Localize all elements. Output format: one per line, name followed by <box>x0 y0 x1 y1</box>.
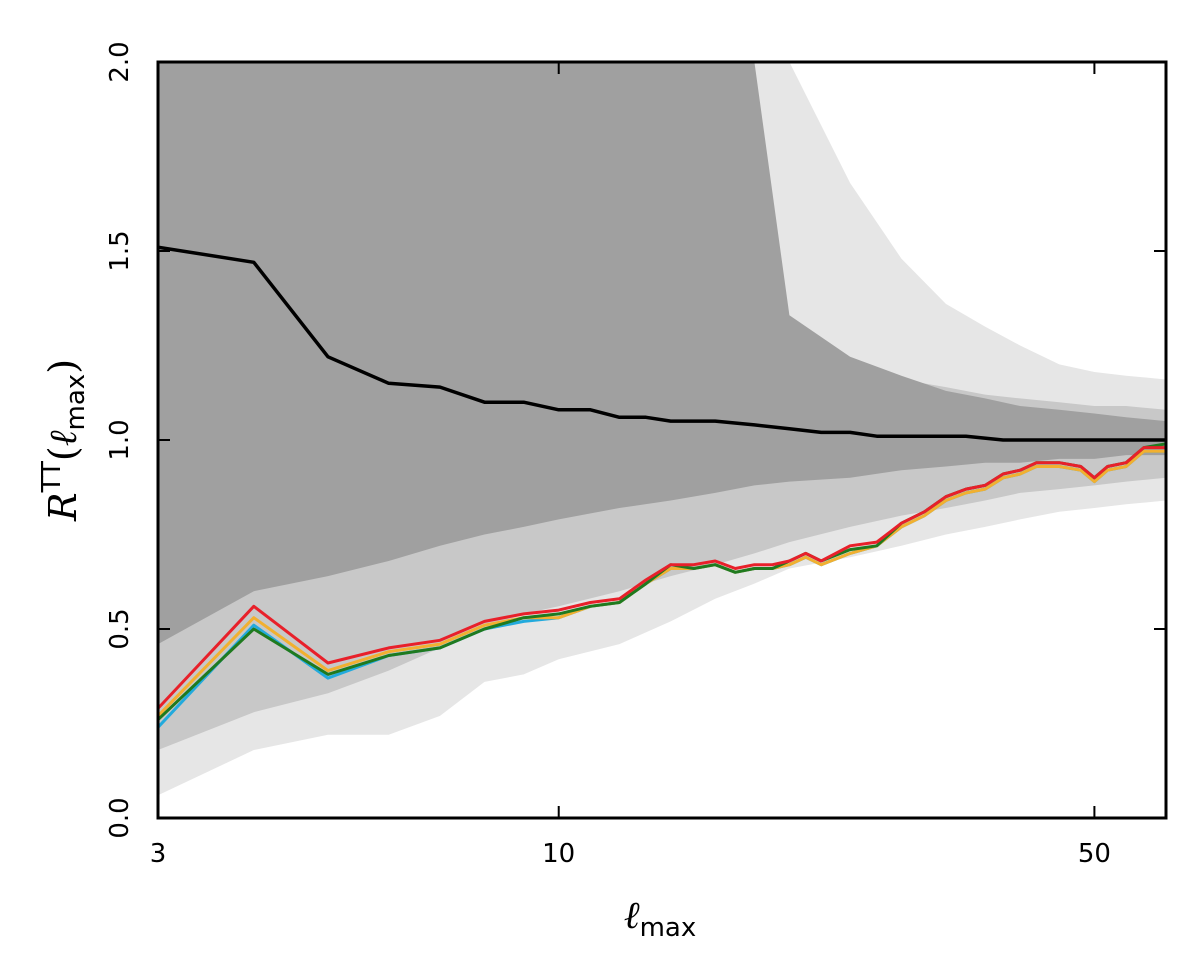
plot-frame <box>156 60 1168 820</box>
y-axis-label: RTT(ℓmax) <box>37 359 91 522</box>
series-line-mean <box>158 245 1166 442</box>
x-axis-label-sub: max <box>640 913 697 943</box>
y-axis-label-close: ) <box>41 359 85 374</box>
x-axis-label-main: ℓ <box>624 893 640 937</box>
series-line-red <box>158 446 1166 710</box>
x-tick-label-10: 10 <box>542 839 575 869</box>
y-tick-label-0: 0.0 <box>105 797 135 838</box>
y-axis-label-main: R <box>41 492 85 522</box>
y-tick-label-0-5: 0.5 <box>105 608 135 649</box>
y-tick-label-2: 2.0 <box>105 41 135 82</box>
y-axis-label-ell: ℓ <box>41 430 85 446</box>
data-series <box>158 245 1166 729</box>
y-axis-label-sup: TT <box>37 461 67 493</box>
y-axis-label-open: ( <box>41 446 85 461</box>
x-tick-label-3: 3 <box>150 839 167 869</box>
x-axis-label: ℓmax <box>624 893 696 943</box>
x-tick-label-50: 50 <box>1078 839 1111 869</box>
y-tick-labels: 0.0 0.5 1.0 1.5 2.0 <box>105 41 135 838</box>
x-tick-labels: 3 10 50 <box>150 839 1111 869</box>
confidence-bands <box>158 62 1166 796</box>
y-tick-label-1-5: 1.5 <box>105 230 135 271</box>
band-inner-band <box>158 62 1166 645</box>
y-tick-label-1: 1.0 <box>105 419 135 460</box>
y-axis-label-sub: max <box>61 374 91 431</box>
